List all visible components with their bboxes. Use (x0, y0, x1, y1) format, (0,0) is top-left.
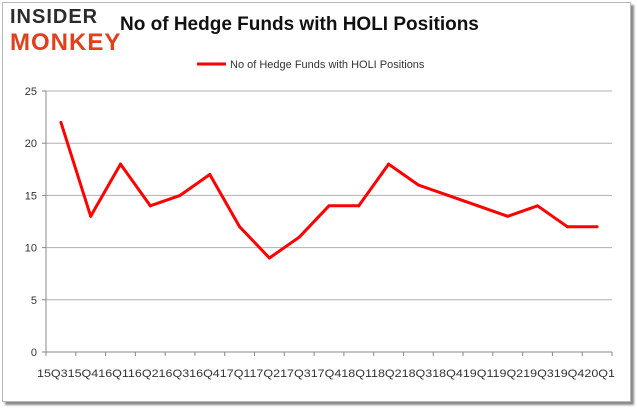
y-tick-labels: 0 5 10 15 20 25 (25, 86, 37, 359)
legend: No of Hedge Funds with HOLI Positions (197, 59, 425, 71)
series-line (59, 121, 598, 260)
logo-line-2: MONKEY (10, 29, 122, 56)
logo-line-1: INSIDER (10, 6, 99, 28)
data-point (118, 162, 122, 166)
y-tick-label: 10 (25, 243, 37, 255)
y-tick-label: 25 (25, 86, 37, 98)
data-point (565, 225, 569, 229)
data-point (595, 225, 599, 229)
chart-title: No of Hedge Funds with HOLI Positions (120, 14, 479, 35)
x-tick-labels: 15Q315Q416Q116Q216Q316Q417Q117Q217Q317Q4… (37, 368, 615, 380)
data-point (238, 225, 242, 229)
data-point (387, 162, 391, 166)
axes (45, 91, 612, 353)
data-point (297, 235, 301, 239)
data-point (357, 204, 361, 208)
data-point (148, 204, 152, 208)
data-point (327, 204, 331, 208)
data-point (416, 183, 420, 187)
data-point (476, 204, 480, 208)
data-point (178, 193, 182, 197)
data-point (208, 173, 212, 177)
gridlines (42, 90, 613, 356)
y-tick-label: 5 (31, 295, 37, 307)
data-point (267, 256, 271, 260)
data-point (446, 193, 450, 197)
y-tick-label: 15 (25, 190, 37, 202)
data-point (536, 204, 540, 208)
chart-frame (2, 2, 631, 402)
insider-monkey-logo: INSIDER MONKEY (10, 6, 122, 58)
data-point (89, 214, 93, 218)
y-tick-label: 0 (31, 347, 37, 359)
y-tick-label: 20 (25, 138, 37, 150)
data-point (59, 120, 63, 124)
data-point (506, 214, 510, 218)
legend-label: No of Hedge Funds with HOLI Positions (230, 59, 425, 71)
series-layer (59, 120, 599, 260)
